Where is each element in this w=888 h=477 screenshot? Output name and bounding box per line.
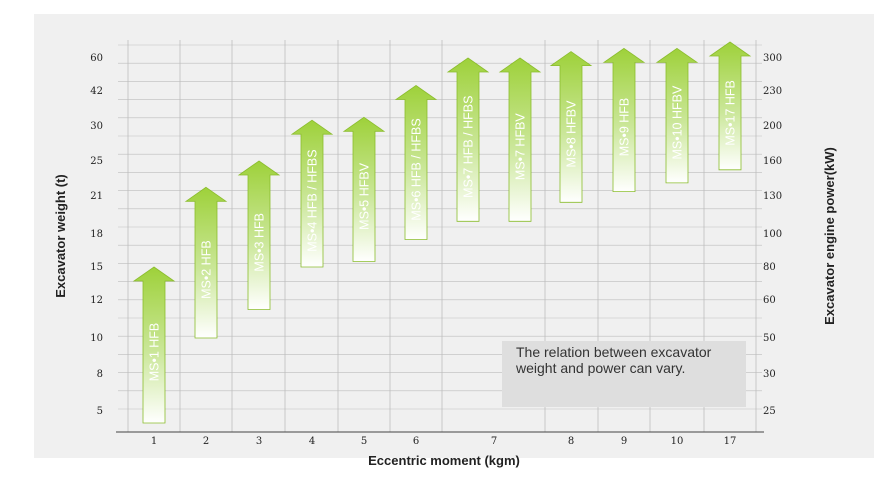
y2-axis-title: Excavator engine power(kW) [822, 147, 837, 325]
arrow-bar [184, 186, 228, 339]
x-tick-label: 10 [671, 436, 684, 447]
y-tick-label: 18 [90, 229, 103, 240]
y-tick-label: 5 [97, 406, 103, 417]
arrow-label: MS•10 HFBV [671, 85, 685, 160]
arrow-bar [290, 119, 334, 268]
y2-tick-label: 200 [763, 121, 782, 132]
arrow-bar [498, 57, 542, 222]
arrow-bar [132, 266, 176, 424]
y2-tick-label: 60 [763, 295, 776, 306]
y-tick-label: 10 [90, 333, 103, 344]
x-tick-label: 17 [724, 436, 737, 447]
y2-tick-label: 25 [763, 406, 776, 417]
arrow-label: MS•2 HFB [200, 240, 214, 299]
y2-tick-label: 300 [763, 53, 782, 64]
arrow-label: MS•1 HFB [148, 323, 162, 382]
y2-tick-label: 230 [763, 86, 782, 97]
arrow-label: MS•8 HFBV [565, 100, 579, 168]
arrow-bar [342, 116, 386, 262]
x-axis-title: Eccentric moment (kgm) [368, 453, 520, 468]
y-axis-title: Excavator weight (t) [53, 174, 68, 298]
x-tick-label: 2 [203, 436, 209, 447]
arrow-label: MS•3 HFB [253, 213, 267, 272]
y2-tick-label: 80 [763, 262, 776, 273]
y2-tick-label: 160 [763, 156, 782, 167]
arrow-bar [394, 85, 438, 240]
x-tick-label: 6 [413, 436, 419, 447]
x-tick-label: 7 [491, 436, 497, 447]
arrow-label: MS•7 HFBV [514, 113, 528, 181]
arrow-label: MS•7 HFB / HFBS [462, 96, 476, 198]
y-tick-label: 12 [90, 295, 103, 306]
arrow-bar [549, 51, 593, 203]
y-tick-label: 8 [97, 369, 103, 380]
y2-tick-label: 130 [763, 191, 782, 202]
arrow-bar [446, 57, 490, 222]
x-tick-label: 4 [309, 436, 315, 447]
y-tick-label: 30 [90, 121, 103, 132]
y2-tick-label: 30 [763, 369, 776, 380]
arrow-bar [655, 47, 699, 184]
arrow-label: MS•9 HFB [618, 98, 632, 157]
arrow-label: MS•6 HFB / HFBS [410, 118, 424, 220]
chart-annotation: The relation between excavator weight an… [502, 341, 746, 407]
y-tick-label: 60 [90, 53, 103, 64]
arrow-label: MS•4 HFB / HFBS [306, 149, 320, 251]
arrow-bar [602, 47, 646, 193]
y2-tick-label: 100 [763, 229, 782, 240]
arrow-bar [708, 41, 752, 171]
arrow-label: MS•17 HFB [724, 80, 738, 146]
x-tick-label: 8 [568, 436, 574, 447]
x-tick-label: 3 [256, 436, 262, 447]
arrow-bar [237, 160, 281, 310]
y-tick-label: 21 [90, 191, 103, 202]
arrow-label: MS•5 HFBV [358, 162, 372, 230]
y-tick-label: 42 [90, 86, 103, 97]
x-tick-label: 1 [151, 436, 157, 447]
x-tick-label: 5 [361, 436, 367, 447]
y2-tick-label: 50 [763, 333, 776, 344]
y-tick-label: 25 [90, 156, 103, 167]
y-tick-label: 15 [90, 262, 103, 273]
x-tick-label: 9 [621, 436, 627, 447]
